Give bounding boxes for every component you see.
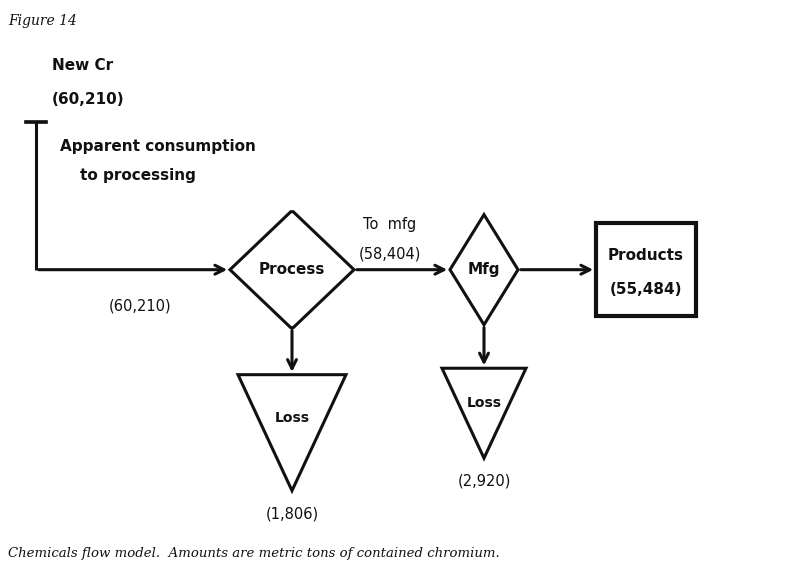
Polygon shape (442, 368, 526, 458)
Text: (58,404): (58,404) (358, 246, 421, 262)
Text: Products: Products (608, 248, 684, 263)
Text: (55,484): (55,484) (610, 282, 682, 298)
Text: Loss: Loss (466, 396, 502, 410)
Polygon shape (450, 215, 518, 325)
Text: To  mfg: To mfg (363, 217, 416, 232)
Text: Figure 14: Figure 14 (8, 14, 77, 28)
Polygon shape (230, 212, 354, 328)
Text: (2,920): (2,920) (458, 474, 510, 489)
Text: Process: Process (259, 262, 325, 277)
FancyBboxPatch shape (596, 223, 696, 316)
Text: Apparent consumption: Apparent consumption (60, 139, 256, 154)
Text: (60,210): (60,210) (109, 299, 171, 314)
Text: Mfg: Mfg (468, 262, 500, 277)
Text: Chemicals flow model.  Amounts are metric tons of contained chromium.: Chemicals flow model. Amounts are metric… (8, 547, 500, 560)
Text: Loss: Loss (274, 411, 310, 425)
Polygon shape (238, 375, 346, 491)
Text: (60,210): (60,210) (52, 92, 125, 107)
Text: New Cr: New Cr (52, 57, 113, 72)
Text: to processing: to processing (80, 168, 196, 183)
Text: (1,806): (1,806) (266, 506, 318, 521)
